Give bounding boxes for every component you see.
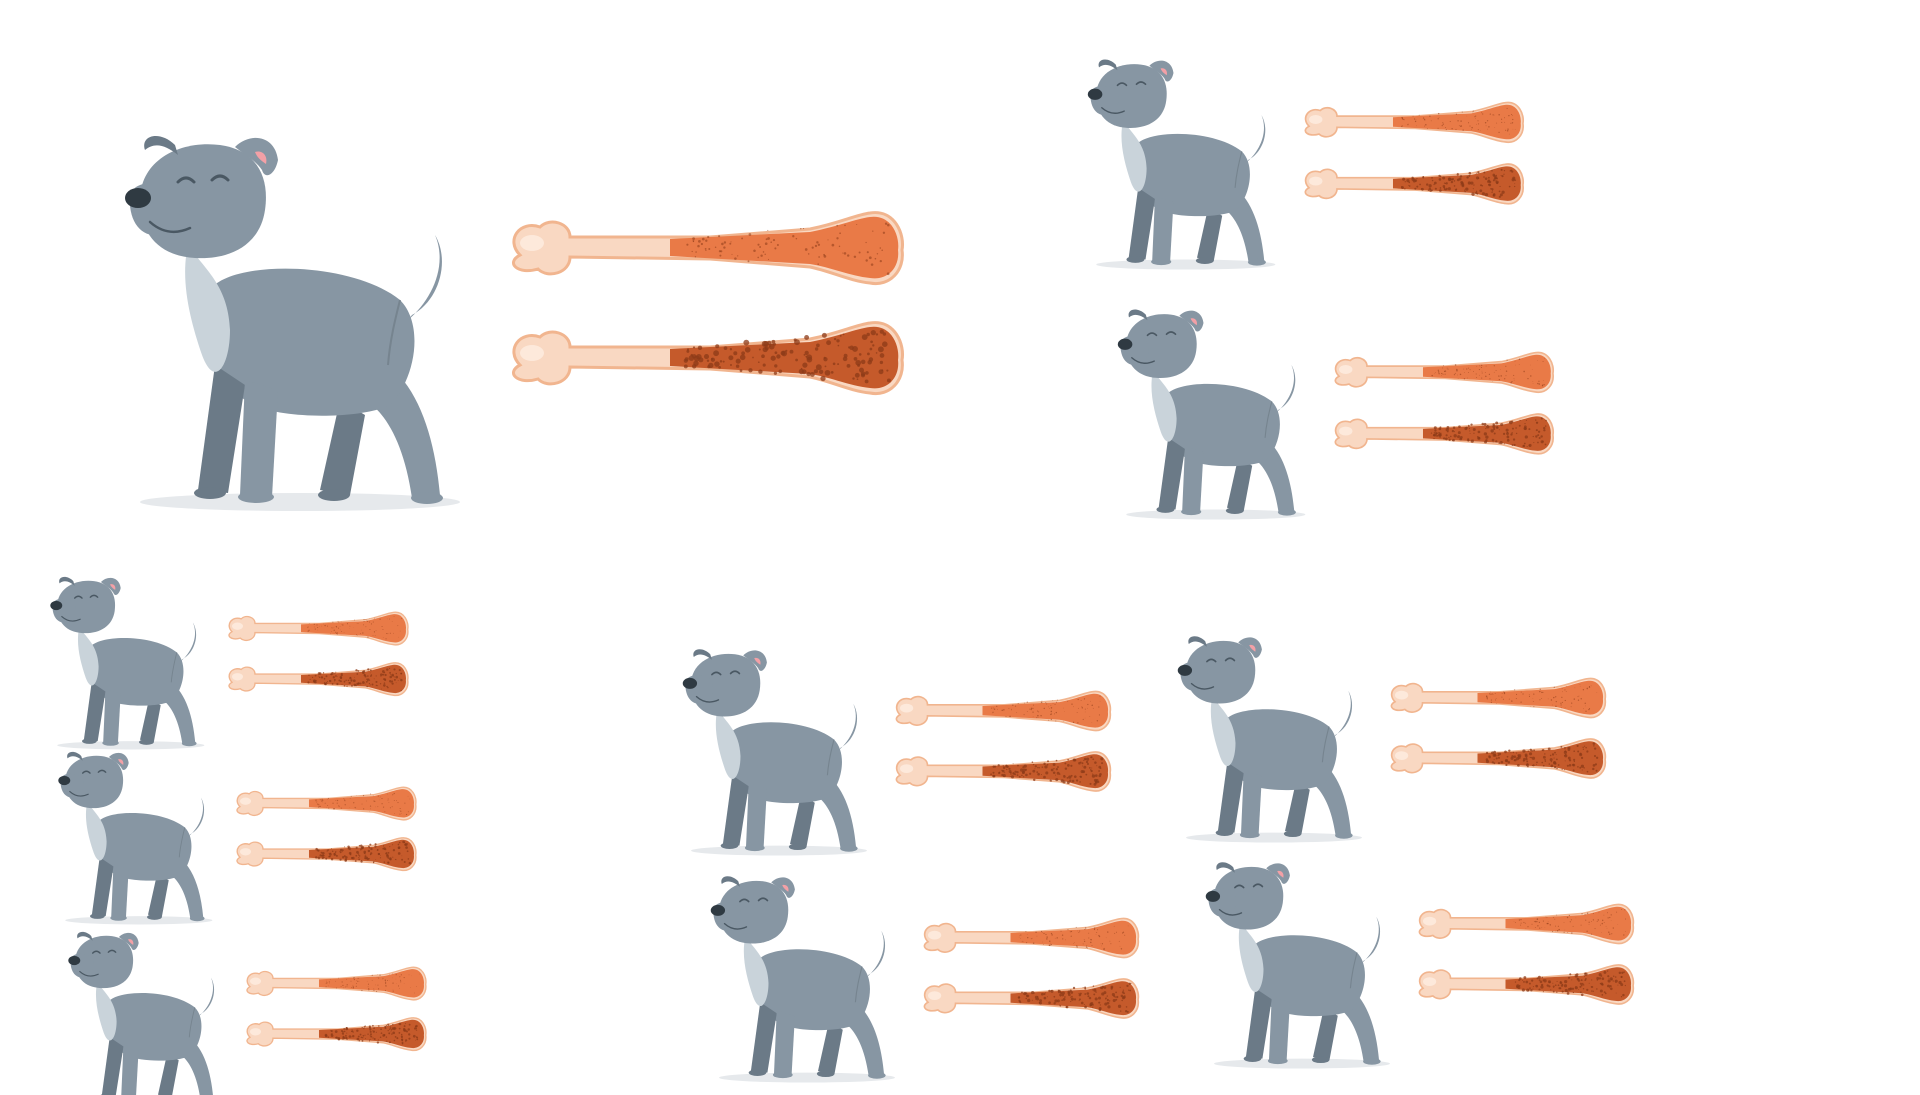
healthy-bone-icon xyxy=(513,213,902,284)
healthy-bone-icon xyxy=(229,612,408,645)
standing-dog-icon xyxy=(1088,60,1276,270)
dog-bone-pair-left-column-3 xyxy=(66,920,429,1095)
healthy-bone-icon xyxy=(896,691,1110,730)
porous-bone-icon xyxy=(237,838,416,871)
standing-dog-icon xyxy=(125,136,460,511)
standing-dog-icon xyxy=(68,932,222,1095)
standing-dog-icon xyxy=(1206,862,1390,1068)
standing-dog-icon xyxy=(58,752,212,925)
porous-bone-icon xyxy=(229,663,408,696)
porous-bone-icon xyxy=(1335,414,1553,454)
dog-bone-pair-top-right-2 xyxy=(1115,295,1557,508)
porous-bone-icon xyxy=(1391,739,1605,778)
dog-bone-pair-left-column-2 xyxy=(56,740,419,915)
porous-bone-icon xyxy=(1419,965,1633,1004)
porous-bone-icon xyxy=(896,752,1110,791)
standing-dog-icon xyxy=(1178,636,1362,842)
standing-dog-icon xyxy=(683,649,867,855)
dog-bone-pair-middle-1 xyxy=(680,635,1115,844)
healthy-bone-icon xyxy=(237,787,416,820)
dog-bone-pair-large xyxy=(120,110,910,490)
porous-bone-icon xyxy=(924,979,1138,1018)
porous-bone-icon xyxy=(247,1018,426,1051)
healthy-bone-icon xyxy=(924,918,1138,957)
healthy-bone-icon xyxy=(247,967,426,1000)
healthy-bone-icon xyxy=(1391,678,1605,717)
porous-bone-icon xyxy=(1305,164,1523,204)
dog-bone-pair-right-1 xyxy=(1175,622,1610,831)
dog-bone-pair-top-right-1 xyxy=(1085,45,1527,258)
dog-bone-pair-right-2 xyxy=(1203,848,1638,1057)
standing-dog-icon xyxy=(1118,310,1306,520)
healthy-bone-icon xyxy=(1305,102,1523,142)
porous-bone-icon xyxy=(513,323,902,394)
healthy-bone-icon xyxy=(1419,904,1633,943)
dog-bone-pair-left-column-1 xyxy=(48,565,411,740)
standing-dog-icon xyxy=(50,577,204,750)
dog-bone-pair-middle-2 xyxy=(708,862,1143,1071)
standing-dog-icon xyxy=(711,876,895,1082)
healthy-bone-icon xyxy=(1335,352,1553,392)
